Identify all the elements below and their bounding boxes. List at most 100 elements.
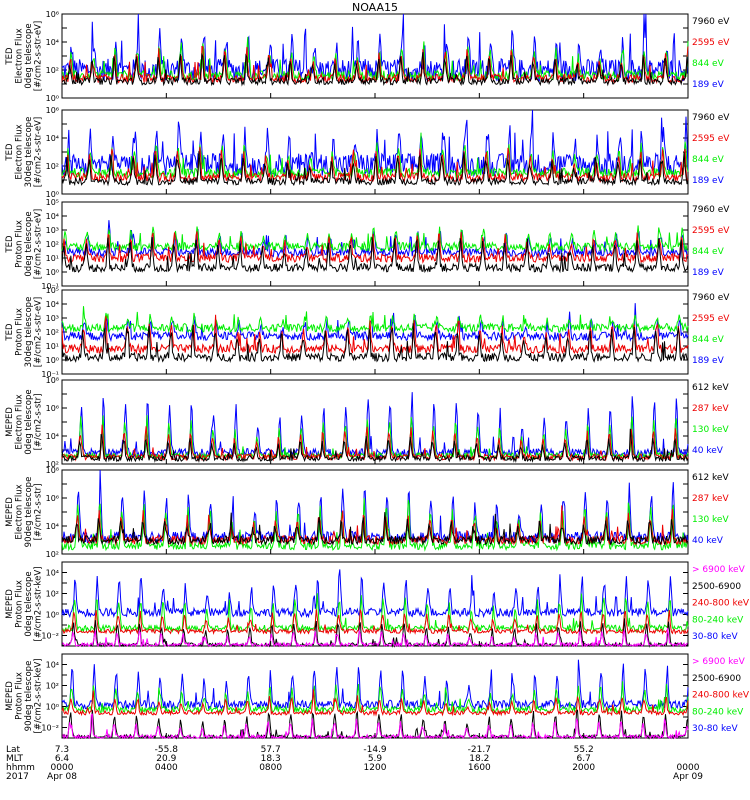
legend-entry: 2500-6900 — [692, 582, 741, 592]
series-line — [61, 52, 689, 87]
x-tick-label: 6.4 — [55, 754, 70, 764]
legend-entry: 80-240 keV — [692, 615, 744, 625]
panel-frame — [61, 13, 689, 99]
y-tick-label: 10⁰ — [46, 703, 59, 712]
legend-entry: > 6900 keV — [692, 565, 746, 575]
x-tick-label: 0800 — [259, 763, 282, 773]
x-tick-label: 0000 — [677, 763, 700, 773]
y-axis-label-line: MEPED — [5, 497, 15, 527]
y-tick-label: 10⁶ — [46, 106, 59, 115]
series-line — [61, 231, 689, 264]
y-axis-label-line: 0deg telescope — [24, 23, 34, 88]
y-axis-label-line: Proton Flux — [15, 580, 25, 628]
y-tick-label: 10⁴ — [46, 569, 59, 578]
x-tick-label: 57.7 — [261, 745, 281, 755]
y-axis-label-line: 90deg telescope — [24, 477, 34, 548]
series-line — [61, 659, 689, 711]
y-tick-label: 10⁰ — [46, 268, 59, 277]
legend-entry: 130 keV — [692, 515, 729, 525]
y-tick-label: 10⁶ — [46, 494, 59, 503]
x-tick-label: 18.3 — [261, 754, 281, 764]
y-axis-label-line: Electron Flux — [15, 394, 25, 449]
y-axis-label-line: [#/cm2-s-str] — [34, 394, 44, 451]
x-row-label: Lat — [6, 745, 21, 755]
y-tick-label: 10⁰ — [46, 190, 59, 199]
y-tick-label: 10¹ — [46, 342, 59, 351]
y-tick-label: 10⁴ — [46, 212, 59, 221]
y-tick-label: 10⁴ — [46, 432, 59, 441]
x-tick-label: Apr 09 — [673, 772, 703, 782]
legend-entry: 844 eV — [692, 59, 725, 69]
x-tick-label: 18.2 — [469, 754, 489, 764]
legend-entry: 7960 eV — [692, 205, 730, 215]
y-axis-label-line: Electron Flux — [15, 484, 25, 539]
x-tick-label: 1200 — [364, 763, 387, 773]
y-axis-label-line: TED — [5, 143, 15, 162]
x-row-label: 2017 — [6, 772, 29, 782]
series-line — [61, 151, 689, 187]
legend-entry: 844 eV — [692, 247, 725, 257]
y-axis-label: TEDProton Flux0deg telescope[#/cm2-s-str… — [5, 209, 44, 279]
y-axis-label-line: Proton Flux — [15, 672, 25, 720]
y-tick-label: 10⁰ — [46, 356, 59, 365]
legend-entry: 7960 eV — [692, 17, 730, 27]
x-tick-label: 20.9 — [156, 754, 176, 764]
y-tick-label: 10⁶ — [46, 10, 59, 19]
y-axis-label: MEPEDProton Flux0deg telescope[#/cm2-s-s… — [5, 567, 44, 642]
y-axis-label-line: [#/cm2-s-str-keV] — [34, 567, 44, 642]
x-row-label: hhmm — [6, 763, 35, 773]
y-tick-label: 10⁶ — [46, 404, 59, 413]
legend-entry: 7960 eV — [692, 113, 730, 123]
y-tick-label: 10⁴ — [46, 661, 59, 670]
y-axis-label-line: MEPED — [5, 407, 15, 437]
legend-entry: 2500-6900 — [692, 674, 741, 684]
x-tick-label: 0400 — [155, 763, 178, 773]
legend-entry: 30-80 keV — [692, 632, 738, 642]
series-line — [61, 306, 689, 334]
series-line — [61, 609, 689, 636]
y-axis-label: MEPEDProton Flux90deg telescope[#/cm2-s-… — [5, 659, 44, 734]
x-tick-label: 6.7 — [577, 754, 591, 764]
y-tick-label: 10² — [46, 682, 59, 691]
panel-frame — [61, 561, 689, 647]
legend-entry: 189 eV — [692, 268, 725, 278]
y-tick-label: 10⁴ — [46, 300, 59, 309]
y-tick-label: 10² — [46, 328, 59, 337]
y-tick-label: 10³ — [46, 314, 59, 323]
legend-entry: 7960 eV — [692, 293, 730, 303]
y-tick-label: 10² — [46, 590, 59, 599]
y-axis-label-line: 90deg telescope — [24, 661, 34, 732]
y-tick-label: 10² — [46, 162, 59, 171]
series-line — [61, 314, 689, 355]
legend-entry: 2595 eV — [692, 226, 730, 236]
legend-entry: 40 keV — [692, 446, 724, 456]
x-tick-label: -21.7 — [468, 745, 491, 755]
y-axis-label-line: [#/cm2-s-str-keV] — [34, 659, 44, 734]
y-tick-label: 10⁵ — [46, 198, 59, 207]
y-axis-label-line: 0deg telescope — [24, 571, 34, 636]
y-axis-label-line: Proton Flux — [15, 308, 25, 356]
legend-entry: 189 eV — [692, 176, 725, 186]
y-tick-label: 10⁴ — [46, 38, 59, 47]
y-axis-label-line: 30deg telescope — [24, 117, 34, 188]
y-axis-label-line: [#/cm2-s-str-eV] — [34, 117, 44, 187]
series-line — [61, 109, 689, 178]
legend-entry: 844 eV — [692, 335, 725, 345]
y-tick-label: 10¹ — [46, 254, 59, 263]
legend-entry: 189 eV — [692, 80, 725, 90]
y-axis-label-line: 0deg telescope — [24, 211, 34, 276]
series-line — [61, 505, 689, 547]
y-axis-label-line: [#/cm2-s-str-eV] — [34, 21, 44, 91]
y-axis-label: MEPEDElectron Flux90deg telescope[#/cm2-… — [5, 477, 44, 548]
x-tick-label: 2000 — [572, 763, 595, 773]
y-tick-label: 10⁻² — [41, 632, 59, 641]
y-tick-label: 10⁸ — [46, 466, 59, 475]
y-axis-label-line: [#/cm2-s-str-eV] — [34, 297, 44, 367]
